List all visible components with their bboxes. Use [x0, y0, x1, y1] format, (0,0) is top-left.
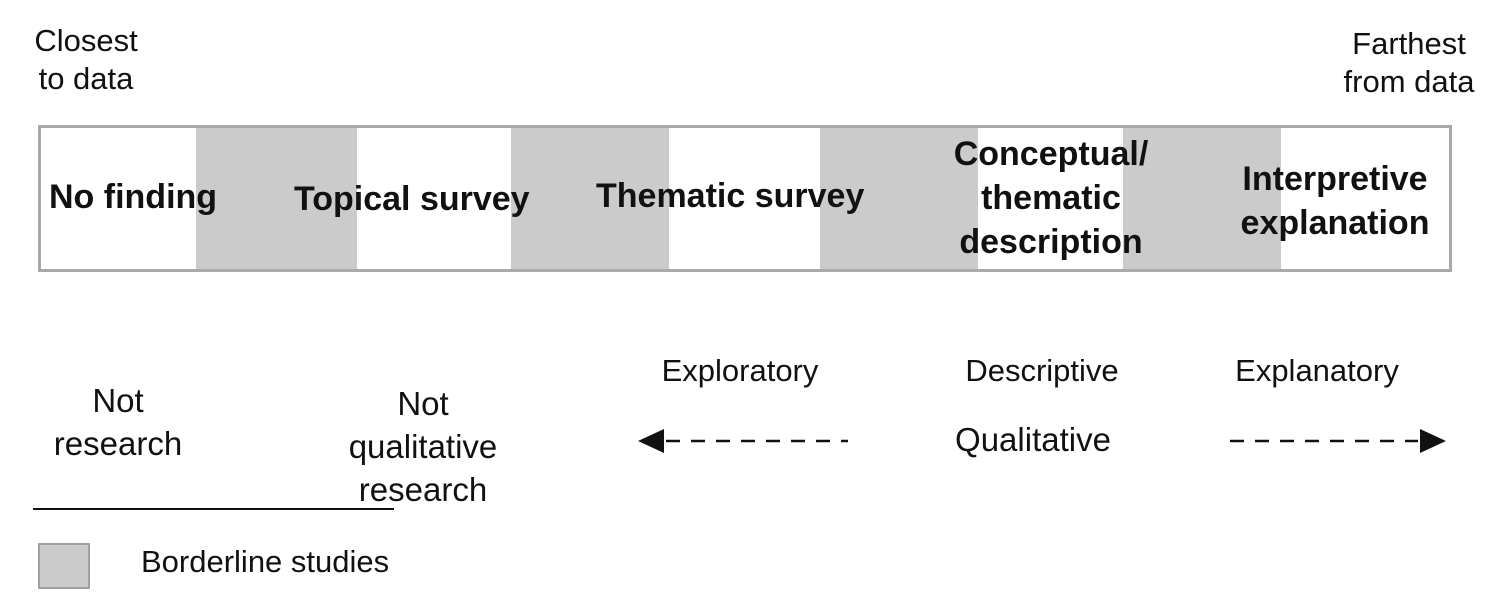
qualitative-label: Qualitative — [955, 421, 1111, 458]
borderline-band-4 — [1123, 128, 1281, 269]
right-arrowhead-icon — [1420, 429, 1446, 453]
explanatory-label: Explanatory — [1235, 353, 1399, 388]
non-research-underline — [33, 508, 394, 510]
exploratory-label: Exploratory — [661, 353, 819, 388]
not-qualitative-line-2: qualitative — [348, 428, 498, 465]
conceptual-line-1: Conceptual/ — [953, 135, 1149, 173]
conceptual-line-2: thematic — [981, 179, 1121, 217]
not-research-label: Not research — [38, 379, 198, 465]
category-interpretive-explanation: Interpretive explanation — [1225, 157, 1445, 245]
not-research-line-1: Not — [92, 382, 144, 419]
borderline-legend-label: Borderline studies — [141, 544, 390, 579]
farthest-from-data-label: Farthest from data — [1322, 25, 1496, 101]
category-conceptual-thematic-description: Conceptual/ thematic description — [931, 132, 1171, 264]
left-arrowhead-icon — [638, 429, 664, 453]
closest-line-1: Closest — [34, 23, 138, 58]
left-dashed-arrow — [638, 429, 848, 453]
borderline-band-2 — [511, 128, 669, 269]
not-research-line-2: research — [53, 425, 183, 462]
interpretive-line-1: Interpretive — [1242, 160, 1428, 198]
not-qualitative-line-3: research — [358, 471, 488, 508]
right-dashed-arrow — [1230, 429, 1446, 453]
category-topical-survey: Topical survey — [294, 180, 530, 218]
farthest-line-1: Farthest — [1352, 26, 1466, 61]
findings-continuum-bar: No finding Topical survey Thematic surve… — [38, 125, 1452, 272]
borderline-legend-swatch — [38, 543, 90, 589]
not-qualitative-research-label: Not qualitative research — [328, 382, 518, 511]
interpretive-line-2: explanation — [1240, 204, 1430, 242]
conceptual-line-3: description — [959, 223, 1143, 261]
borderline-band-1 — [196, 128, 357, 269]
farthest-line-2: from data — [1343, 64, 1475, 99]
descriptive-label: Descriptive — [965, 353, 1119, 388]
category-no-finding: No finding — [49, 178, 218, 216]
category-thematic-survey: Thematic survey — [596, 177, 865, 215]
not-qualitative-line-1: Not — [397, 385, 449, 422]
closest-line-2: to data — [38, 61, 134, 96]
closest-to-data-label: Closest to data — [18, 22, 154, 98]
borderline-band-3 — [820, 128, 978, 269]
